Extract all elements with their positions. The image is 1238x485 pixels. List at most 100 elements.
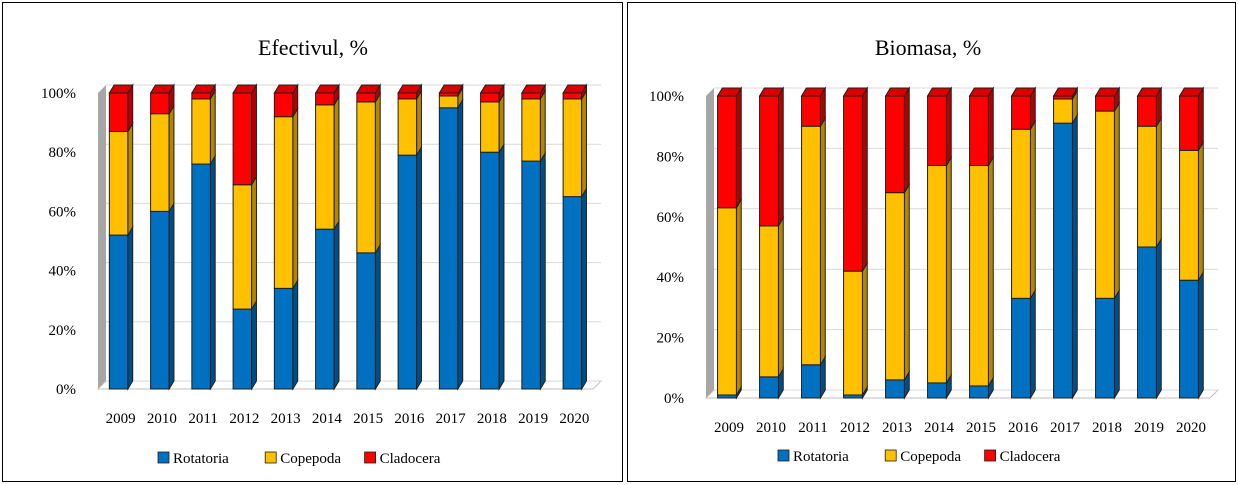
x-tick-label: 2016 (1008, 420, 1039, 436)
legend-label: Cladocera (380, 451, 441, 467)
bar-segment-rotatoria-2018 (1095, 288, 1120, 400)
bar-segment-rotatoria-2019 (1137, 237, 1162, 400)
bar-segment-cladocera-2010 (150, 83, 175, 116)
bar-segment-rotatoria-2014 (927, 373, 952, 400)
x-tick-label: 2018 (477, 411, 507, 427)
x-tick-label: 2016 (394, 411, 425, 427)
y-tick-label: 80% (49, 145, 77, 161)
y-tick-label: 40% (49, 264, 77, 280)
x-tick-label: 2019 (518, 411, 548, 427)
y-tick-label: 100% (41, 86, 76, 102)
bar-top-2018 (479, 84, 505, 94)
x-tick-label: 2020 (1176, 420, 1206, 436)
bar-segment-copepoda-2017 (1053, 89, 1078, 125)
x-tick-label: 2012 (840, 420, 870, 436)
legend-item-cladocera: Cladocera (984, 449, 1061, 465)
bar-segment-cladocera-2012 (843, 86, 868, 273)
x-tick-label: 2011 (798, 420, 827, 436)
y-tick-label: 0% (56, 382, 76, 398)
bar-top-2015 (355, 84, 382, 94)
legend-label: Cladocera (1000, 449, 1061, 465)
bar-top-2020 (562, 84, 588, 94)
x-tick-label: 2020 (559, 411, 589, 427)
bar-top-2020 (1178, 87, 1205, 97)
legend-label: Copepoda (280, 451, 341, 467)
legend-item-cladocera: Cladocera (364, 451, 441, 467)
chart-efectivul: Efectivul, % 0% 20% 40% 60% 80% 100% 2009 2010 2… (41, 35, 603, 467)
bar-top-2017 (438, 84, 464, 94)
bar-segment-copepoda-2019 (1137, 116, 1162, 249)
bar-segment-copepoda-2013 (273, 106, 299, 291)
bar-segment-copepoda-2014 (315, 95, 340, 231)
bar-segment-rotatoria-2016 (1011, 288, 1036, 400)
bar-top-2019 (520, 84, 547, 94)
x-tick-label: 2012 (229, 411, 259, 427)
x-tick-label: 2009 (714, 420, 744, 436)
legend-item-copepoda: Copepoda (884, 449, 961, 465)
bar-segment-copepoda-2010 (759, 216, 784, 379)
bar-top-2010 (149, 84, 175, 94)
bar-segment-cladocera-2014 (927, 86, 952, 168)
legend-swatch (777, 449, 790, 462)
bar-segment-copepoda-2020 (1179, 140, 1204, 283)
bar-segment-rotatoria-2011 (191, 154, 216, 391)
y-tick-label: 20% (657, 331, 685, 347)
x-tick-label: 2013 (882, 420, 912, 436)
legend-swatch (364, 451, 377, 464)
bar-segment-copepoda-2013 (885, 182, 910, 382)
bar-segment-cladocera-2015 (969, 86, 994, 168)
bar-top-2012 (842, 87, 869, 97)
bar-segment-copepoda-2018 (480, 92, 505, 155)
bar-top-2019 (1136, 87, 1163, 97)
bar-segment-copepoda-2011 (801, 116, 826, 367)
bar-top-2010 (758, 87, 785, 97)
bar-segment-copepoda-2009 (717, 197, 742, 397)
bar-segment-rotatoria-2019 (521, 151, 546, 391)
bar-segment-copepoda-2012 (232, 174, 257, 311)
bar-top-2011 (190, 84, 217, 94)
bar-segment-cladocera-2013 (885, 86, 910, 195)
bar-segment-rotatoria-2012 (232, 299, 257, 391)
x-tick-label: 2010 (756, 420, 786, 436)
bar-top-2012 (232, 84, 258, 94)
legend-item-copepoda: Copepoda (264, 451, 341, 467)
bar-segment-rotatoria-2018 (480, 142, 505, 391)
bar-top-2013 (273, 84, 299, 94)
legend-item-rotatoria: Rotatoria (777, 449, 849, 465)
x-tick-label: 2017 (436, 411, 467, 427)
bar-segment-copepoda-2019 (521, 89, 546, 163)
bar-segment-rotatoria-2010 (759, 367, 784, 400)
side-wall (706, 88, 714, 398)
legend-label: Rotatoria (173, 451, 229, 467)
legend-label: Rotatoria (793, 449, 849, 465)
y-tick-label: 40% (657, 270, 685, 286)
chart-title: Efectivul, % (258, 35, 368, 60)
bar-segment-rotatoria-2013 (273, 278, 299, 391)
bar-top-2014 (314, 84, 340, 94)
bar-segment-rotatoria-2017 (1053, 113, 1078, 400)
bar-top-2015 (968, 87, 995, 97)
chart-panel-efectivul: Efectivul, % 0% 20% 40% 60% 80% 100% 2009 2010 2… (2, 2, 623, 482)
bar-segment-cladocera-2009 (717, 86, 742, 210)
legend-swatch (157, 451, 170, 464)
legend-swatch (884, 449, 897, 462)
bar-segment-rotatoria-2017 (438, 97, 464, 391)
x-tick-label: 2019 (1134, 420, 1164, 436)
bar-segment-copepoda-2015 (969, 155, 994, 388)
x-tick-label: 2013 (271, 411, 301, 427)
bar-segment-copepoda-2014 (927, 155, 952, 385)
legend-item-rotatoria: Rotatoria (157, 451, 229, 467)
bar-segment-copepoda-2010 (150, 103, 175, 214)
bar-segment-copepoda-2015 (356, 92, 381, 255)
legend-swatch (984, 449, 997, 462)
bar-segment-rotatoria-2009 (108, 225, 134, 391)
x-tick-label: 2010 (147, 411, 177, 427)
bar-segment-copepoda-2009 (108, 121, 134, 237)
y-tick-label: 60% (49, 204, 77, 220)
x-tick-label: 2015 (966, 420, 996, 436)
bar-segment-rotatoria-2020 (562, 186, 587, 391)
bar-segment-rotatoria-2014 (315, 219, 340, 391)
bar-top-2011 (800, 87, 827, 97)
chart-panel-biomasa: Biomasa, % 0% 20% 40% 60% 80% 100% 2009 2010 201… (627, 2, 1236, 482)
